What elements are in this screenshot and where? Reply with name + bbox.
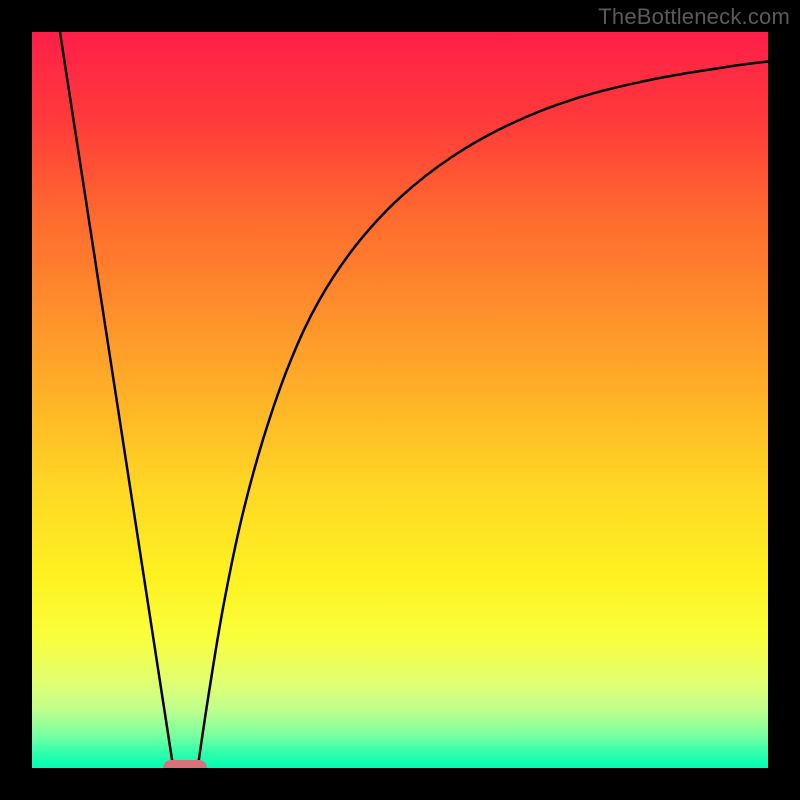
chart-canvas (0, 0, 800, 800)
watermark-text: TheBottleneck.com (598, 4, 790, 30)
bottleneck-chart: TheBottleneck.com (0, 0, 800, 800)
chart-plot-area (32, 32, 768, 768)
